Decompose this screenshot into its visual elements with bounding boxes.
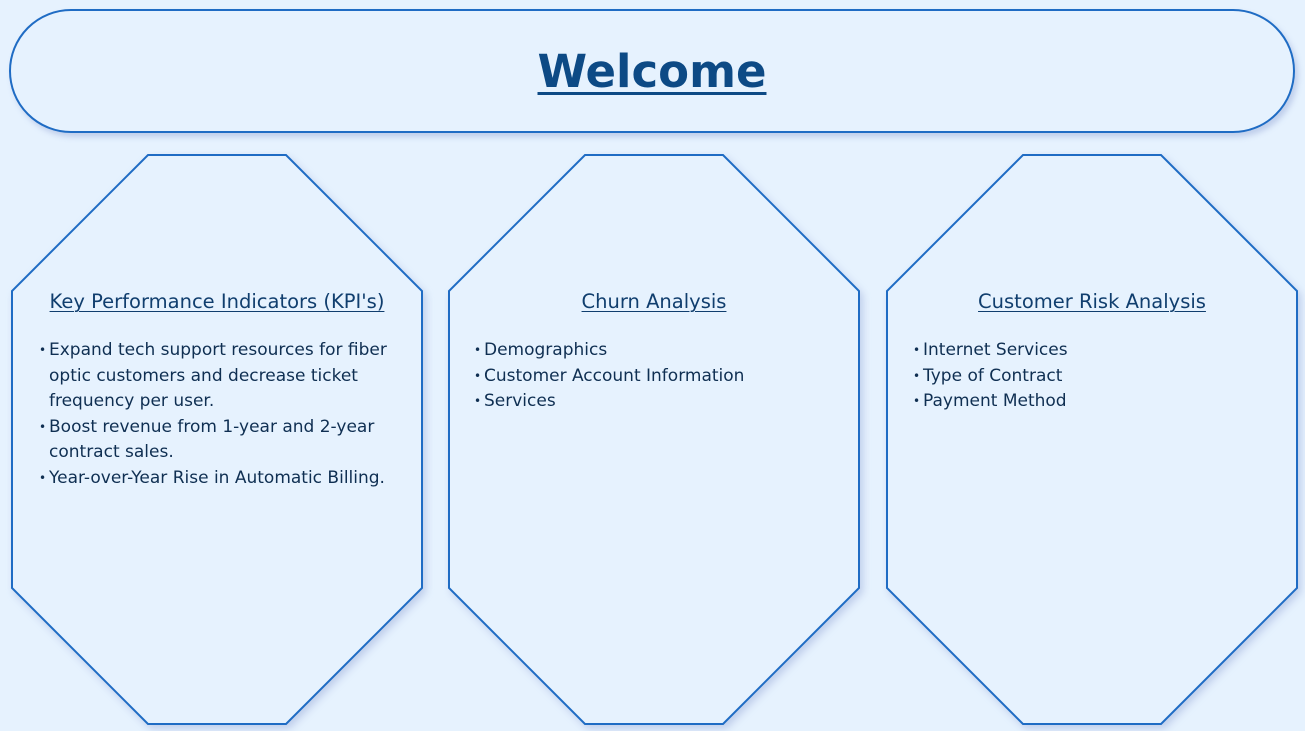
list-item-text: Demographics [484,340,608,360]
list-item: • Boost revenue from 1-year and 2-year co… [39,415,399,466]
welcome-banner: Welcome [9,9,1295,133]
bullet-icon: • [913,394,921,408]
kpi-list: • Expand tech support resources for fiber… [39,338,399,491]
bullet-icon: • [474,343,482,357]
list-item-text: Expand tech support resources for fiber … [49,340,387,411]
kpi-panel-title: Key Performance Indicators (KPI's) [49,290,385,313]
list-item: • Type of Contract [913,364,1273,390]
churn-list: • Demographics • Customer Account Informat… [474,338,834,415]
list-item: • Expand tech support resources for fiber… [39,338,399,415]
churn-panel-title: Churn Analysis [581,290,727,313]
bullet-icon: • [913,343,921,357]
customer-risk-panel: Customer Risk Analysis • Internet Service… [886,154,1298,725]
bullet-icon: • [913,368,921,383]
list-item: • Services [474,389,834,415]
bullet-icon: • [39,343,47,357]
list-item: • Demographics [474,338,834,364]
list-item: • Year-over-Year Rise in Automatic Billin… [39,466,399,492]
octagon-shape [11,154,423,725]
list-item-text: Type of Contract [923,365,1063,386]
octagon-shape [886,154,1298,725]
risk-list: • Internet Services • Type of Contract • Pa… [913,338,1273,415]
risk-panel-title: Customer Risk Analysis [978,290,1206,313]
kpi-panel: Key Performance Indicators (KPI's) • Expa… [11,154,423,725]
bullet-icon: • [474,394,482,408]
list-item: • Payment Method [913,389,1273,415]
bullet-icon: • [474,368,482,383]
octagon-shape [448,154,860,725]
list-item: • Internet Services [913,338,1273,364]
list-item: • Customer Account Information [474,364,834,390]
risk-panel-content: Customer Risk Analysis • Internet Service… [886,288,1298,415]
page-title: Welcome [537,44,767,98]
list-item-text: Services [484,391,556,411]
churn-panel-content: Churn Analysis • Demographics • Customer A… [448,288,860,415]
list-item-text: Internet Services [923,340,1068,360]
bullet-icon: • [39,419,47,434]
churn-analysis-panel: Churn Analysis • Demographics • Customer A… [448,154,860,725]
list-item-text: Boost revenue from 1-year and 2-year con… [49,416,375,463]
bullet-icon: • [39,470,47,485]
list-item-text: Customer Account Information [484,365,745,386]
list-item-text: Year-over-Year Rise in Automatic Billing… [49,467,385,488]
kpi-panel-content: Key Performance Indicators (KPI's) • Expa… [11,288,423,491]
list-item-text: Payment Method [923,391,1067,411]
